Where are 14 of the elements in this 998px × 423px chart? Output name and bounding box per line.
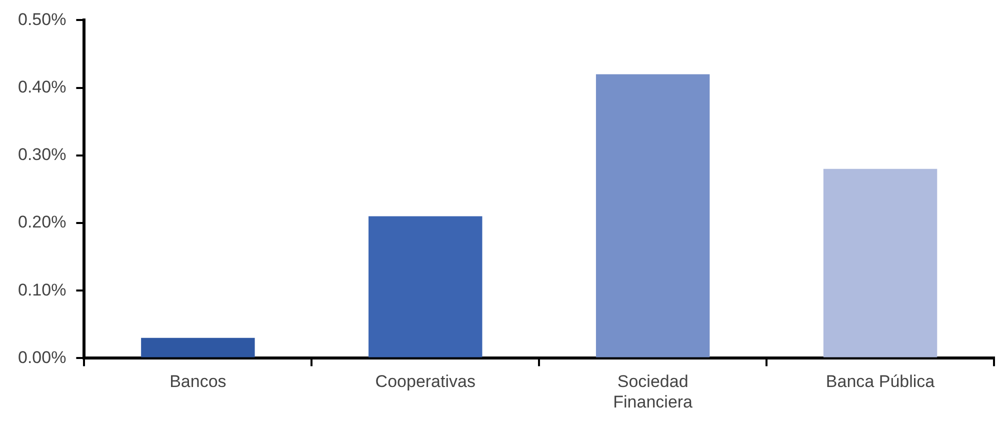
bar (141, 338, 255, 358)
y-tick-label: 0.10% (18, 280, 66, 300)
x-tick-label: Bancos (170, 372, 226, 392)
y-tick-label: 0.30% (18, 145, 66, 164)
bar (823, 168, 938, 358)
bar (596, 74, 710, 358)
y-tick-label: 0.20% (18, 212, 66, 232)
x-tick-label: Banca Pública (826, 372, 936, 392)
y-tick-label: 0.50% (18, 10, 66, 29)
x-tick-label: Cooperativas (375, 372, 476, 392)
x-tick-label: Sociedad Financiera (613, 372, 694, 412)
y-tick-label: 0.00% (18, 348, 66, 367)
y-tick-label: 0.40% (18, 77, 66, 96)
bar (368, 216, 482, 358)
